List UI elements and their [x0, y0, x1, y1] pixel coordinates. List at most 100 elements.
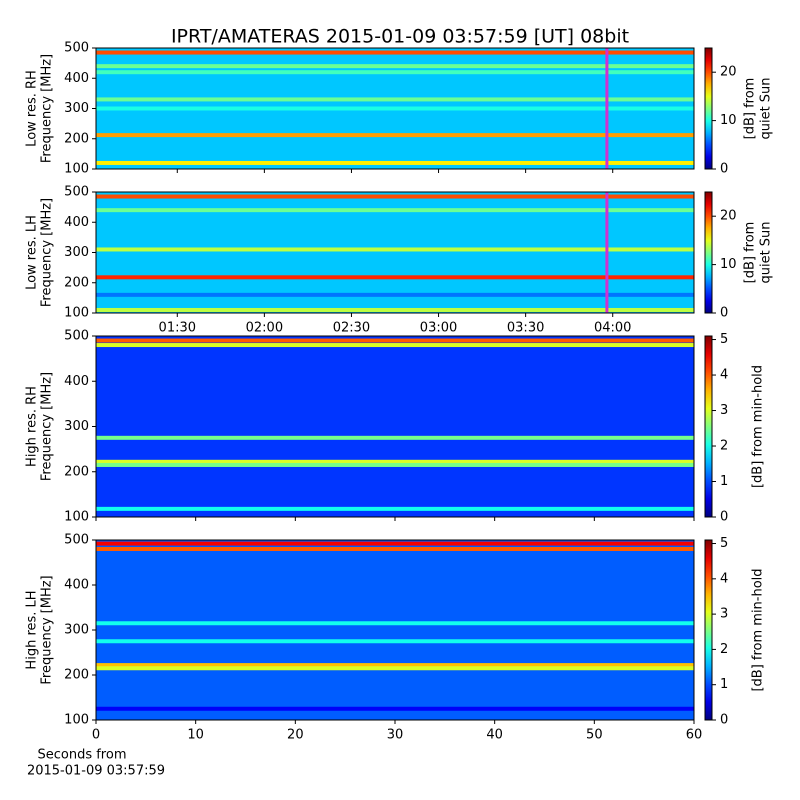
colorbar-tick-label: 3	[720, 607, 728, 622]
y-tick-label: 300	[64, 623, 89, 638]
colorbar-tick-label: 1	[720, 474, 728, 489]
colorbar-tick-label: 2	[720, 642, 728, 657]
y-axis-label: Frequency [MHz]	[40, 198, 55, 307]
emission-band	[96, 547, 694, 551]
colorbar-tick-label: 4	[720, 571, 728, 586]
emission-band	[96, 160, 694, 165]
colorbar-tick-label: 10	[720, 257, 737, 272]
colorbar-tick-label: 2	[720, 439, 728, 454]
emission-band	[96, 50, 694, 55]
y-tick-label: 200	[64, 275, 89, 290]
emission-band	[96, 663, 694, 668]
emission-band	[96, 343, 694, 348]
spectrogram-background	[96, 192, 694, 313]
y-axis-label: Low res. LH	[25, 215, 40, 290]
y-tick-label: 200	[64, 131, 89, 146]
emission-band	[96, 97, 694, 102]
colorbar-tick-label: 20	[720, 65, 737, 80]
emission-band	[96, 706, 694, 711]
y-axis-label: Frequency [MHz]	[40, 372, 55, 481]
colorbar-tick-label: 0	[720, 306, 728, 321]
emission-band	[96, 275, 694, 280]
x-tick-label: 03:30	[507, 321, 544, 336]
y-tick-label: 300	[64, 419, 89, 434]
x-tick-label: 02:30	[333, 321, 370, 336]
colorbar-label: [dB] from	[743, 222, 758, 284]
emission-band	[96, 639, 694, 644]
y-tick-label: 400	[64, 71, 89, 86]
emission-band	[96, 64, 694, 69]
emission-band	[96, 247, 694, 252]
emission-band	[96, 292, 694, 297]
x-tick-label: 01:30	[159, 321, 196, 336]
colorbar-tick-label: 4	[720, 368, 728, 383]
x-axis-label: 2015-01-09 03:57:59	[27, 764, 165, 779]
y-axis-label: Frequency [MHz]	[40, 575, 55, 684]
colorbar-tick-label: 5	[720, 536, 728, 551]
x-tick-label: 10	[187, 728, 204, 743]
emission-band	[96, 70, 694, 75]
y-tick-label: 500	[64, 41, 89, 56]
colorbar-tick-label: 0	[720, 162, 728, 177]
spectrogram-background	[96, 540, 694, 720]
colorbar	[704, 335, 713, 518]
x-tick-label: 03:00	[420, 321, 457, 336]
y-tick-label: 100	[64, 162, 89, 177]
colorbar-tick-label: 10	[720, 113, 737, 128]
y-tick-label: 400	[64, 578, 89, 593]
spectrogram-background	[96, 336, 694, 517]
colorbar-tick-label: 20	[720, 209, 737, 224]
emission-band	[96, 666, 694, 671]
y-tick-label: 500	[64, 185, 89, 200]
x-tick-label: 30	[387, 728, 404, 743]
colorbar-label: [dB] from min-hold	[751, 365, 766, 488]
colorbar	[704, 191, 713, 314]
x-tick-label: 20	[287, 728, 304, 743]
emission-band	[96, 208, 694, 213]
x-tick-label: 60	[686, 728, 703, 743]
y-axis-label: High res. RH	[25, 386, 40, 467]
y-axis-label: High res. LH	[25, 590, 40, 669]
y-axis-label: Frequency [MHz]	[40, 54, 55, 163]
x-tick-label: 04:00	[594, 321, 631, 336]
emission-band	[96, 462, 694, 467]
x-tick-label: 0	[92, 728, 100, 743]
colorbar-tick-label: 1	[720, 677, 728, 692]
colorbar-label: quiet Sun	[759, 77, 774, 139]
colorbar-label: [dB] from min-hold	[751, 568, 766, 691]
y-axis-label: Low res. RH	[25, 70, 40, 147]
colorbar-tick-label: 5	[720, 332, 728, 347]
y-tick-label: 100	[64, 306, 89, 321]
emission-band	[96, 106, 694, 111]
emission-band	[96, 506, 694, 511]
y-tick-label: 200	[64, 464, 89, 479]
emission-band	[96, 435, 694, 440]
x-tick-label: 50	[586, 728, 603, 743]
x-tick-label: 40	[486, 728, 503, 743]
emission-band	[96, 194, 694, 199]
y-tick-label: 100	[64, 713, 89, 728]
y-tick-label: 100	[64, 510, 89, 525]
colorbar-tick-label: 0	[720, 510, 728, 525]
colorbar-tick-label: 3	[720, 403, 728, 418]
emission-band	[96, 338, 694, 343]
colorbar-label: quiet Sun	[759, 221, 774, 283]
colorbar	[704, 47, 713, 170]
x-axis-label: Seconds from	[37, 748, 126, 763]
colorbar-label: [dB] from	[743, 78, 758, 140]
y-tick-label: 500	[64, 329, 89, 344]
x-tick-label: 02:00	[246, 321, 283, 336]
y-tick-label: 300	[64, 101, 89, 116]
y-tick-label: 400	[64, 215, 89, 230]
emission-band	[96, 541, 694, 546]
colorbar	[704, 539, 713, 721]
y-tick-label: 300	[64, 245, 89, 260]
emission-band	[96, 621, 694, 626]
emission-band	[96, 459, 694, 464]
y-tick-label: 200	[64, 668, 89, 683]
emission-band	[96, 307, 694, 312]
y-tick-label: 500	[64, 533, 89, 548]
chart-title: IPRT/AMATERAS 2015-01-09 03:57:59 [UT] 0…	[171, 26, 629, 48]
colorbar-tick-label: 0	[720, 713, 728, 728]
